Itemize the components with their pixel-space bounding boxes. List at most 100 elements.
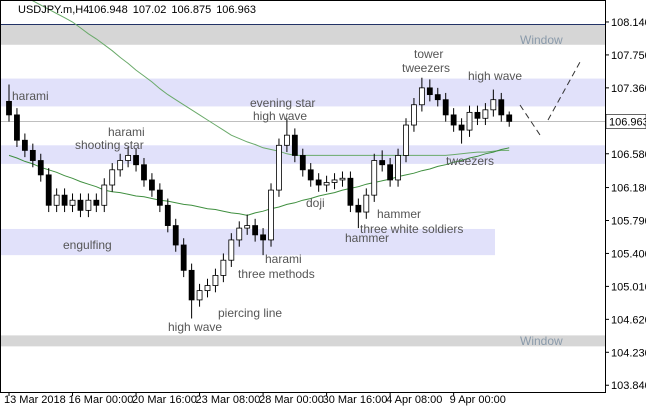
plot-border [0, 0, 606, 393]
x-tick-label: 30 Mar 16:00 [323, 394, 388, 406]
candle-body [347, 177, 354, 206]
candle-body [180, 244, 187, 271]
pattern-label: harami [265, 252, 302, 266]
candle-body [141, 164, 147, 181]
candle-body [164, 204, 171, 226]
candle-body [196, 290, 203, 301]
candle-body [244, 225, 251, 229]
candle-body [156, 189, 163, 206]
candle-body [6, 100, 12, 116]
candle-body [172, 225, 179, 246]
x-tick-label: 20 Mar 16:00 [132, 394, 197, 406]
candle-body [21, 139, 28, 151]
header-value: 106.875 [171, 4, 211, 16]
pattern-label: high wave [168, 320, 222, 334]
candle-body [395, 155, 401, 181]
candle-body [506, 114, 513, 122]
candle-body [442, 99, 449, 116]
pattern-label: harami [108, 125, 145, 139]
y-tick-label: 105.010 [611, 281, 646, 293]
symbol: USDJPY.m,H4 [18, 4, 89, 16]
window-label: Window [520, 33, 563, 47]
pattern-label: hammer [345, 231, 389, 245]
candle-body [220, 259, 227, 276]
candle-body [37, 160, 44, 176]
y-tick-label: 108.140 [611, 17, 646, 29]
candle-body [93, 199, 100, 206]
y-tick-label: 105.400 [611, 248, 646, 260]
candle-body [482, 109, 489, 119]
candle-body [299, 155, 306, 171]
candle-body [418, 87, 425, 106]
candle-body [363, 194, 370, 213]
candle-body [77, 199, 84, 211]
pattern-label: piercing line [218, 306, 282, 320]
candle-body [133, 155, 139, 166]
y-tick-label: 106.580 [611, 149, 646, 161]
candle-body [53, 194, 60, 206]
candle-body [315, 179, 322, 186]
header-value: 106.948 [88, 4, 128, 16]
zone [1, 335, 605, 347]
y-tick-label: 107.360 [611, 83, 646, 95]
candle-body [228, 239, 235, 261]
candle-body [85, 199, 92, 211]
pattern-label: tweezers [402, 61, 450, 75]
zone [1, 228, 495, 256]
candle-body [323, 182, 330, 186]
candle-body [466, 111, 473, 131]
candle-body [355, 204, 362, 213]
pattern-label: shooting star [75, 138, 144, 152]
candle-body [276, 144, 282, 191]
header-value: 106.963 [216, 4, 256, 16]
pattern-label: harami [12, 89, 49, 103]
candle-body [434, 94, 441, 101]
candle-body [61, 194, 68, 206]
y-tick-label: 107.750 [611, 50, 646, 62]
candle-body [117, 160, 124, 171]
candle-body [498, 99, 505, 116]
candle-body [149, 179, 155, 191]
pattern-label: tweezers [446, 154, 494, 168]
candle-body [371, 160, 378, 196]
candle-body [260, 234, 266, 241]
candle-body [252, 225, 259, 236]
x-tick-label: 28 Mar 00:00 [259, 394, 324, 406]
y-tick-label: 106.180 [611, 183, 646, 195]
pattern-label: three methods [238, 267, 315, 281]
candle-body [101, 184, 108, 206]
x-tick-label: 23 Mar 08:00 [196, 394, 261, 406]
candle-body [450, 114, 457, 126]
y-tick-label: 103.840 [611, 380, 646, 392]
pattern-label: engulfing [63, 238, 112, 252]
pattern-label: high wave [468, 69, 522, 83]
candle-body [45, 174, 52, 206]
candle-body [458, 124, 465, 131]
candle-body [212, 275, 219, 286]
candle-body [14, 114, 20, 141]
moving-average [8, 147, 510, 216]
y-tick-label: 104.620 [611, 314, 646, 326]
zones [1, 24, 605, 347]
pattern-label: tower [414, 47, 443, 61]
candle-body [291, 134, 298, 156]
candle-body [283, 134, 290, 146]
candle-body [268, 189, 274, 241]
moving-average [29, 0, 510, 156]
candle-body [403, 124, 409, 156]
plot [6, 0, 513, 319]
y-tick-label: 105.790 [611, 216, 646, 228]
x-tick-label: 4 Apr 08:00 [386, 394, 442, 406]
candle-body [426, 87, 433, 96]
pattern-label: high wave [253, 109, 307, 123]
candle-body [387, 164, 394, 181]
candle-body [29, 149, 36, 161]
zone [1, 24, 605, 45]
header-value: 107.02 [133, 4, 167, 16]
x-tick-label: 16 Mar 00:00 [69, 394, 134, 406]
x-tick-label: 13 Mar 2018 [4, 394, 66, 406]
candle-body [474, 111, 481, 119]
y-tick-label: 104.230 [611, 347, 646, 359]
candle-body [204, 285, 211, 292]
